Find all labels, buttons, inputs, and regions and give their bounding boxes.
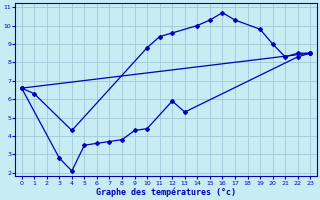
X-axis label: Graphe des températures (°c): Graphe des températures (°c)	[96, 187, 236, 197]
